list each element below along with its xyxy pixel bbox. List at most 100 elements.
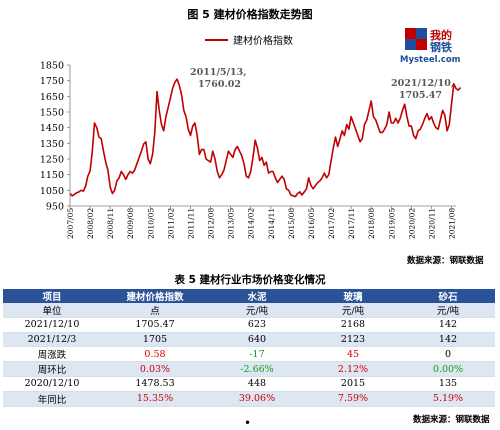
annotation-value: 1705.47 [399, 90, 442, 101]
table-cell: 623 [209, 317, 305, 333]
table-cell: 448 [209, 376, 305, 392]
table-row: 周环比 0.03% -2.66% 2.12% 0.00% [3, 361, 495, 377]
x-tick-label: 2014/02 [247, 208, 256, 239]
table-cell: 元/吨 [401, 303, 495, 318]
table-cell: 142 [401, 317, 495, 333]
logo-text-en: Mysteel.com [400, 55, 461, 65]
table-cell: 点 [101, 303, 209, 318]
table-cell: 2.12% [305, 361, 401, 377]
y-tick-label: 1650 [40, 92, 64, 103]
y-tick-label: 1150 [40, 170, 64, 181]
table-header-2: 水泥 [209, 289, 305, 303]
table-cell: -2.66% [209, 361, 305, 377]
x-tick-label: 2011/11 [186, 208, 195, 239]
table-cell: 1478.53 [101, 376, 209, 392]
x-tick-label: 2015/08 [287, 208, 296, 239]
y-tick-label: 1850 [40, 61, 64, 72]
annotation-value: 1760.02 [198, 79, 241, 90]
logo-block-blue [405, 39, 416, 50]
chart-source: 数据来源：钢联数据 [407, 256, 484, 266]
table-body: 单位点元/吨 元/吨 元/吨 2021/12/10 1705.47 623 2168 142 2… [3, 303, 495, 407]
x-tick-label: 2016/05 [307, 208, 316, 239]
annotation-date: 2011/5/13, [190, 67, 247, 78]
table-row: 2020/12/10 1478.53 448 2015 135 [3, 376, 495, 392]
y-tick-label: 1350 [40, 139, 64, 150]
table-cell: 1705 [101, 332, 209, 347]
x-tick-label: 2013/05 [227, 208, 236, 239]
table-header-0: 项目 [3, 289, 101, 303]
table-title: 表 5 建材行业市场价格变化情况 [174, 274, 326, 286]
x-tick-label: 2020/02 [407, 208, 416, 239]
annotation-date: 2021/12/10, [391, 78, 454, 89]
table-header-3: 玻璃 [305, 289, 401, 303]
x-tick-label: 2011/02 [166, 208, 175, 239]
y-tick-label: 1050 [40, 186, 64, 197]
x-tick-label: 2008/11 [106, 208, 115, 239]
x-tick-label: 2009/08 [126, 208, 135, 239]
table-header-1: 建材价格指数 [101, 289, 209, 303]
y-tick-label: 1750 [40, 76, 64, 87]
x-tick-label: 2021/08 [448, 208, 457, 239]
table-cell: 0 [401, 346, 495, 362]
table-cell: -17 [209, 346, 305, 362]
x-tick-label: 2019/05 [387, 208, 396, 239]
table-cell: 单位 [3, 303, 101, 318]
table-cell: 45 [305, 346, 401, 362]
table-cell: 0.03% [101, 361, 209, 377]
market-price-table: 项目 建材价格指数 水泥 玻璃 砂石 单位点元/吨 元/吨 元/吨 2021/12/10 170… [3, 289, 495, 407]
table-cell: 39.06% [209, 391, 305, 407]
table-cell: 1705.47 [101, 317, 209, 333]
table-cell: 2020/12/10 [3, 376, 101, 392]
table-cell: 2168 [305, 317, 401, 333]
table-row: 2021/12/3 1705 640 2123 142 [3, 332, 495, 347]
logo-block-red [405, 28, 416, 39]
table-cell: 元/吨 [305, 303, 401, 318]
logo-text-cn-1: 我的 [430, 28, 452, 42]
table-cell: 7.59% [305, 391, 401, 407]
table-source: 数据来源：钢联数据 [413, 415, 490, 425]
table-cell: 年同比 [3, 391, 101, 407]
table-row: 周涨跌 0.58 -17 45 0 [3, 346, 495, 362]
table-cell: 5.19% [401, 391, 495, 407]
table-cell: 0.00% [401, 361, 495, 377]
table-header-row: 项目 建材价格指数 水泥 玻璃 砂石 [3, 289, 495, 303]
table-cell: 周环比 [3, 361, 101, 377]
y-tick-label: 1450 [40, 123, 64, 134]
x-tick-label: 2012/08 [207, 208, 216, 239]
table-cell: 2015 [305, 376, 401, 392]
table-cell: 15.35% [101, 391, 209, 407]
table-cell: 0.58 [101, 346, 209, 362]
table-row: 单位点元/吨 元/吨 元/吨 [3, 303, 495, 318]
x-tick-label: 2007/05 [66, 208, 75, 239]
table-cell: 元/吨 [209, 303, 305, 318]
x-tick-label: 2014/11 [267, 208, 276, 239]
table-cell: 640 [209, 332, 305, 347]
figure-title: 图 5 建材价格指数走势图 [187, 8, 313, 21]
x-tick-label: 2017/11 [347, 208, 356, 239]
price-index-chart: 950 1050 1150 1250 1350 1450 1550 1650 1750 1850 2… [40, 28, 462, 239]
table-cell: 142 [401, 332, 495, 347]
x-tick-label: 2008/02 [86, 208, 95, 239]
legend-label: 建材价格指数 [233, 34, 293, 47]
logo-block-red [416, 39, 427, 50]
logo-text-cn-2: 钢铁 [430, 40, 452, 54]
table-cell: 周涨跌 [3, 346, 101, 362]
x-tick-label: 2018/08 [367, 208, 376, 239]
table-cell: 2021/12/3 [3, 332, 101, 347]
x-tick-label: 2020/11 [427, 208, 436, 239]
series-line [69, 78, 462, 198]
logo-block-blue [416, 28, 427, 39]
x-tick-label: 2017/02 [327, 208, 336, 239]
footer-bullet: • [244, 416, 252, 430]
y-tick-label: 1550 [40, 108, 64, 119]
table-cell: 135 [401, 376, 495, 392]
table-cell: 2123 [305, 332, 401, 347]
table-cell: 2021/12/10 [3, 317, 101, 333]
table-row: 年同比 15.35% 39.06% 7.59% 5.19% [3, 391, 495, 407]
x-tick-label: 2010/05 [146, 208, 155, 239]
y-tick-label: 950 [46, 202, 64, 213]
y-tick-label: 1250 [40, 155, 64, 166]
table-header-4: 砂石 [401, 289, 495, 303]
table-row: 2021/12/10 1705.47 623 2168 142 [3, 317, 495, 333]
